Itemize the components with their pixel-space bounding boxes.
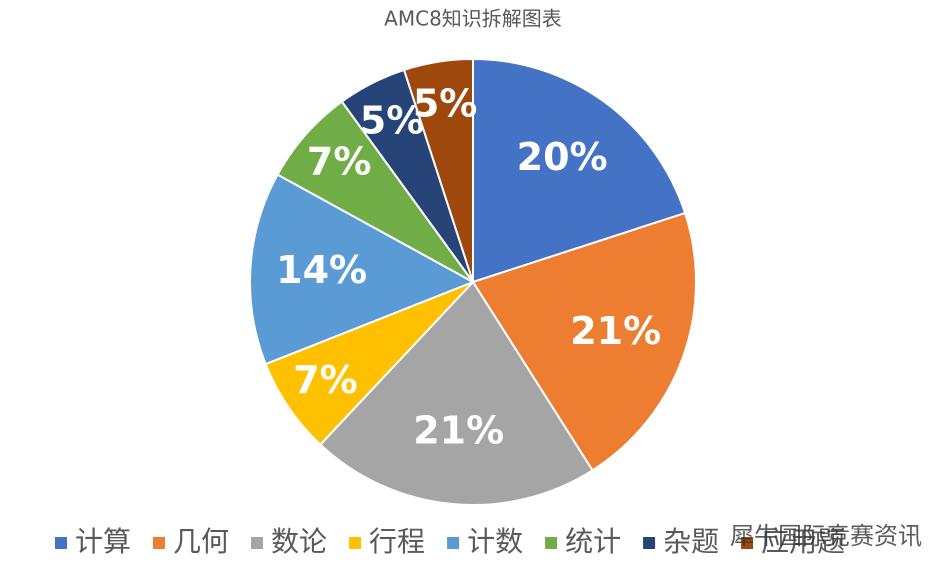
- data-label: 14%: [276, 248, 367, 292]
- data-label: 7%: [307, 140, 372, 184]
- legend-swatch: [741, 537, 754, 549]
- watermark: 犀牛国际竞赛资讯: [730, 522, 922, 550]
- pie-slice: [402, 57, 474, 283]
- legend-swatch: [643, 537, 656, 549]
- legend-label: 行程: [369, 525, 425, 558]
- legend-swatch: [55, 537, 67, 549]
- legend-swatch: [153, 537, 166, 549]
- data-label: 21%: [570, 309, 661, 353]
- legend-label: 计数: [467, 525, 523, 558]
- chart-title: AMC8知识拆解图表: [384, 7, 562, 31]
- pie-slice: [318, 280, 594, 506]
- data-label: 5%: [360, 99, 425, 143]
- legend-label: 杂题: [663, 525, 719, 558]
- pie-slice: [471, 211, 697, 472]
- legend-swatch: [251, 537, 264, 549]
- data-label: 5%: [413, 81, 478, 125]
- legend-swatch: [545, 537, 558, 549]
- legend-label: 数论: [271, 525, 327, 558]
- legend-label: 几何: [173, 525, 229, 558]
- legend-swatch: [349, 537, 362, 549]
- legend-label: 应用题: [761, 525, 845, 558]
- pie-slice: [472, 57, 687, 284]
- data-label: 21%: [413, 408, 504, 452]
- pie-slice: [249, 173, 476, 366]
- legend-label: 统计: [565, 525, 621, 558]
- legend-label: 计算: [75, 525, 131, 558]
- data-label: 7%: [293, 358, 358, 402]
- data-label: 20%: [517, 135, 608, 179]
- legend-swatch: [447, 537, 460, 549]
